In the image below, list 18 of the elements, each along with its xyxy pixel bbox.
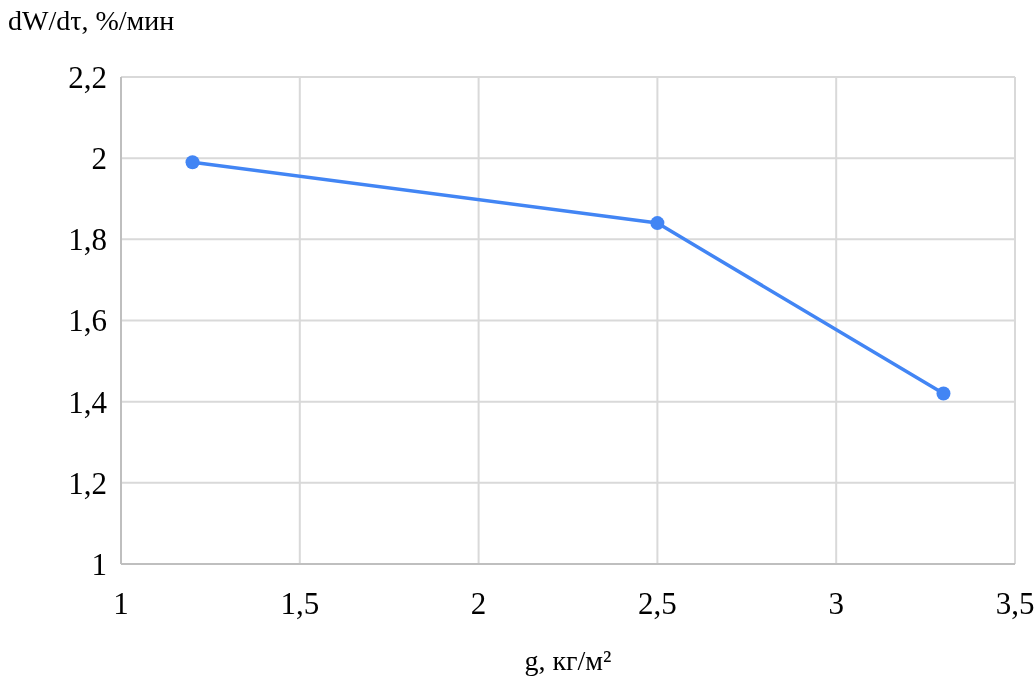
y-tick-label: 2	[91, 141, 107, 177]
point	[185, 155, 200, 170]
y-tick-label: 1	[91, 546, 107, 582]
x-tick-label: 1	[113, 586, 129, 621]
x-tick-label: 2	[470, 586, 487, 621]
x-tick-label: 3,5	[995, 586, 1035, 621]
y-axis-title: dW/dτ, %/мин	[8, 5, 175, 36]
x-tick-label: 1,5	[280, 586, 320, 621]
y-tick-label: 2,2	[68, 59, 107, 95]
x-tick-label: 2,5	[638, 586, 677, 621]
x-tick-label: 3	[828, 586, 844, 621]
x-axis-title: g, кг/м²	[524, 645, 612, 676]
point	[936, 386, 951, 401]
y-tick-label: 1,4	[68, 384, 108, 420]
y-tick-label: 1,8	[68, 222, 107, 258]
y-tick-label: 1,2	[68, 465, 107, 501]
point	[650, 216, 665, 231]
y-tick-label: 1,6	[68, 303, 107, 339]
